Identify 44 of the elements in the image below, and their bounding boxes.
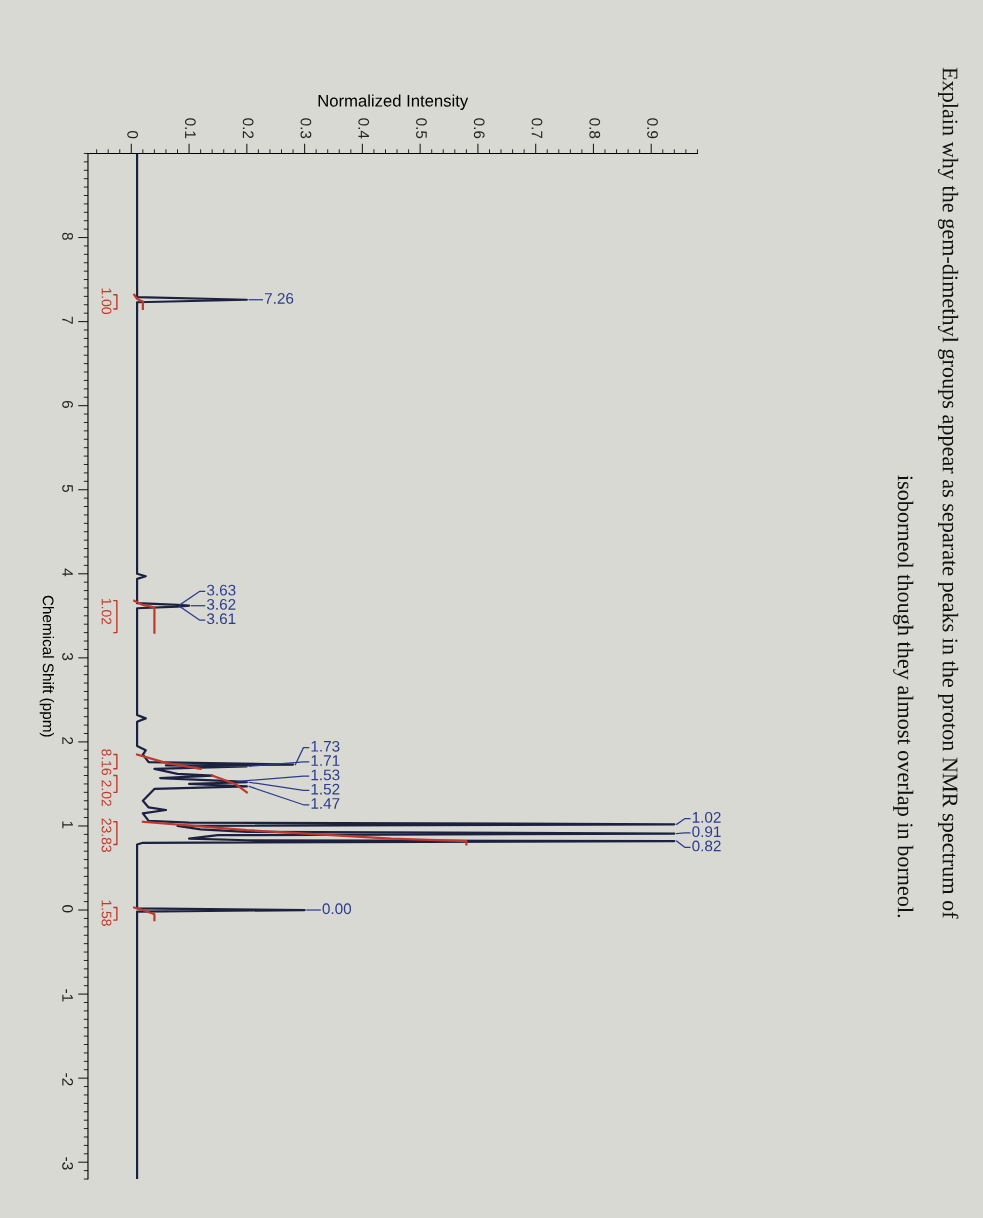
annotation: 7.26 bbox=[264, 293, 294, 304]
annotation: 1.00 bbox=[101, 288, 112, 314]
annotation: 1.58 bbox=[101, 900, 112, 926]
y-tick-label: -1 bbox=[62, 989, 73, 1002]
y-tick-label: 7 bbox=[62, 316, 73, 324]
annotation: 0.91 bbox=[692, 826, 721, 838]
y-tick-label: 1 bbox=[62, 821, 73, 829]
x-tick-label: 0.8 bbox=[589, 118, 601, 139]
x-tick-label: 0.3 bbox=[300, 118, 312, 139]
y-tick-label: 6 bbox=[62, 400, 73, 408]
annotation: 8.16 bbox=[101, 749, 112, 775]
x-tick-label: 0.7 bbox=[531, 118, 543, 139]
annotation: 1.02 bbox=[692, 811, 721, 823]
annotation: 1.73 bbox=[311, 740, 340, 752]
annotation: 3.61 bbox=[206, 613, 236, 625]
annotation: 3.63 bbox=[206, 584, 236, 596]
x-axis-title: Normalized Intensity bbox=[318, 94, 469, 110]
annotation: 0.00 bbox=[322, 903, 352, 915]
y-tick-label: -3 bbox=[62, 1157, 73, 1170]
y-tick-label: 5 bbox=[62, 484, 73, 493]
y-tick-label: 3 bbox=[62, 652, 73, 661]
annotation: 1.47 bbox=[311, 798, 340, 809]
annotation: 1.02 bbox=[101, 598, 112, 625]
annotation: 0.82 bbox=[692, 840, 721, 852]
annotation: 23.83 bbox=[101, 818, 112, 852]
x-tick-label: 0.6 bbox=[473, 118, 485, 139]
y-tick-label: 8 bbox=[62, 232, 73, 240]
x-tick-label: 0.4 bbox=[358, 118, 370, 139]
y-tick-label: -2 bbox=[62, 1073, 73, 1086]
x-tick-label: 0.9 bbox=[647, 118, 658, 139]
x-tick-label: 0.5 bbox=[416, 118, 427, 139]
x-tick-label: 0 bbox=[127, 130, 139, 139]
annotation: 2.02 bbox=[101, 780, 112, 806]
x-tick-label: 0.1 bbox=[184, 118, 196, 139]
annotation: 1.53 bbox=[311, 769, 340, 781]
text: Explain why the gem-dimethyl groups appear as separate peaks in the proton NMR spectrum of isoborneol though they almost overlap in borneol. bbox=[893, 67, 959, 919]
y-tick-label: 2 bbox=[62, 737, 73, 745]
annotation: 1.52 bbox=[311, 783, 340, 795]
y-tick-label: 4 bbox=[62, 568, 73, 577]
annotation: 1.71 bbox=[311, 755, 340, 766]
annotation: 3.62 bbox=[206, 599, 236, 610]
y-axis-title: Chemical Shift (ppm) bbox=[39, 595, 54, 737]
x-tick-label: 0.2 bbox=[242, 118, 254, 139]
y-tick-label: 0 bbox=[62, 905, 73, 913]
